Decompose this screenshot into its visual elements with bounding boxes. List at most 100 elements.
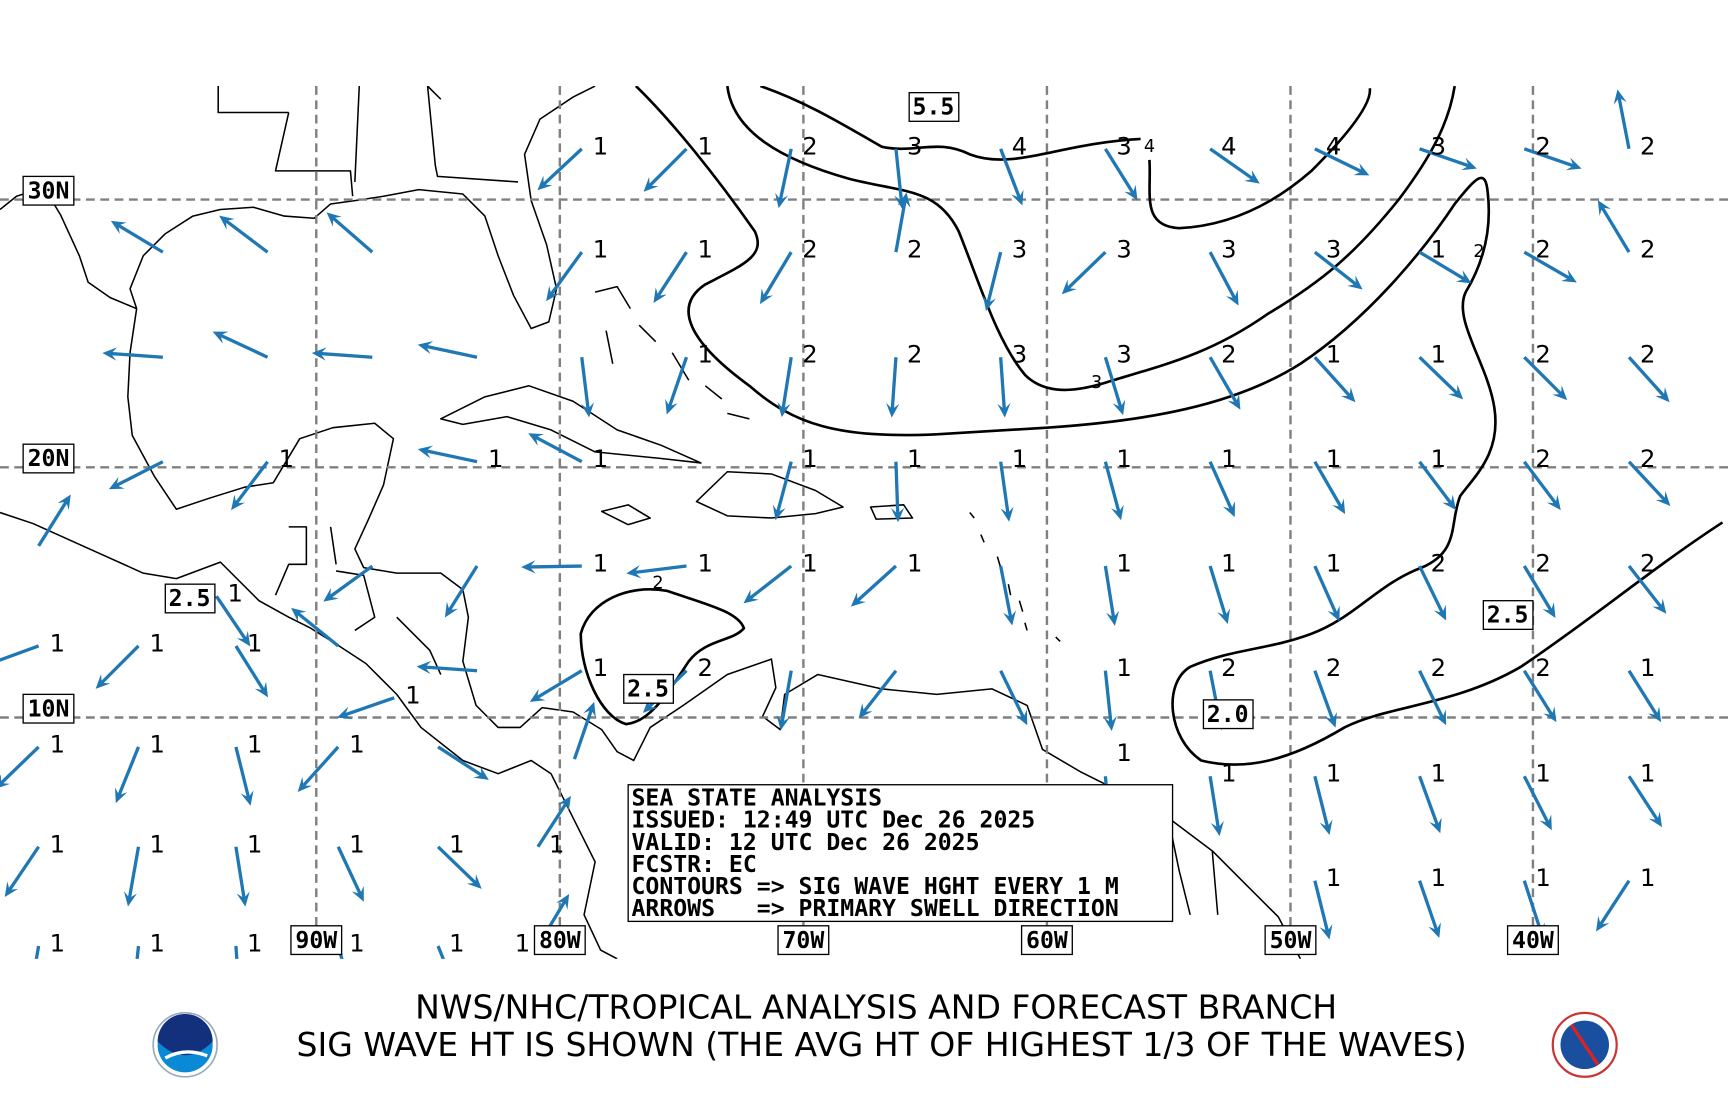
wave-height-label: 1: [50, 628, 65, 657]
swell-arrow: [1208, 356, 1241, 410]
swell-arrow-shaft: [999, 461, 1010, 514]
swell-arrow: [1522, 669, 1557, 723]
swell-arrow: [444, 565, 479, 618]
swell-arrow-head: [1227, 393, 1241, 410]
swell-arrow: [123, 846, 141, 907]
wave-height-label: 2: [1640, 340, 1655, 369]
wave-height-label: 1: [698, 235, 713, 264]
wave-height-label: 1: [1535, 759, 1550, 788]
swell-arrow-shaft: [0, 644, 40, 662]
swell-arrow-head: [1543, 706, 1557, 723]
swell-arrow-head: [123, 891, 137, 907]
wave-height-label: 3: [1221, 235, 1236, 264]
swell-arrow-shaft: [234, 746, 251, 798]
swell-arrow: [1418, 669, 1447, 726]
swell-arrow-head: [643, 176, 659, 192]
swell-arrow: [234, 746, 254, 806]
swell-arrow-head: [1647, 706, 1662, 723]
wave-height-label: 1: [593, 235, 608, 264]
wave-height-label: 1: [1221, 444, 1236, 473]
swell-arrow-shaft: [656, 251, 688, 297]
swell-arrow: [416, 660, 478, 675]
swell-arrow-head: [776, 715, 790, 731]
swell-arrow-shaft: [1418, 880, 1439, 931]
wave-height-label: 1: [1326, 444, 1341, 473]
central-america-borders: [274, 526, 442, 675]
wave-height-label: 4: [1012, 131, 1027, 160]
swell-arrow-shaft: [778, 148, 793, 201]
swell-arrow-shaft: [890, 357, 898, 410]
wave-height-label: 1: [1012, 444, 1027, 473]
swell-arrow: [521, 560, 582, 574]
swell-arrow-head: [772, 504, 786, 521]
swell-arrow-head: [1565, 157, 1582, 171]
swell-arrow-head: [1103, 716, 1117, 731]
swell-arrow-shaft: [542, 147, 583, 186]
swell-arrow: [108, 460, 164, 490]
swell-arrow-shaft: [536, 669, 583, 699]
swell-arrow: [528, 433, 583, 464]
wave-height-label: 2: [1640, 235, 1655, 264]
swell-arrow: [1418, 250, 1472, 284]
footer-title: NWS/NHC/TROPICAL ANALYSIS AND FORECAST B…: [415, 987, 1337, 1026]
wave-height-label: 1: [907, 444, 922, 473]
swell-arrow-head: [336, 706, 353, 720]
swell-arrow-shaft: [1313, 670, 1335, 721]
swell-arrow-head: [473, 766, 489, 780]
swell-arrow-head: [983, 295, 996, 311]
swell-arrow-shaft: [320, 351, 373, 359]
swell-arrow: [643, 147, 688, 192]
swell-arrow: [311, 347, 373, 361]
swell-arrow: [1418, 880, 1441, 939]
swell-arrow: [999, 669, 1028, 726]
swell-arrow-head: [4, 881, 19, 898]
swell-arrow: [212, 331, 269, 359]
swell-arrow: [1523, 356, 1568, 401]
swell-arrow: [323, 564, 374, 602]
wave-height-label: 1: [449, 829, 464, 858]
swell-arrow-shaft: [110, 351, 163, 359]
contour-box-label-2-0: 2.0: [1202, 699, 1254, 730]
latitude-labels: 30N 20N 10N: [22, 175, 75, 724]
wave-height-label: 1: [802, 444, 817, 473]
wave-height-label: 2: [1326, 653, 1341, 682]
swell-arrow: [234, 945, 239, 959]
wave-height-label: 1: [515, 929, 530, 958]
swell-arrow-shaft: [1523, 250, 1571, 280]
footer-subtitle: SIG WAVE HT IS SHOWN (THE AVG HT OF HIGH…: [297, 1025, 1467, 1064]
swell-arrow-head: [1340, 387, 1356, 403]
swell-arrow: [436, 945, 446, 959]
swell-arrow-head: [743, 589, 759, 604]
contour-box-label-2-5-caribbean: 2.5: [623, 673, 675, 704]
swell-arrow: [1209, 147, 1260, 184]
info-forecaster: FCSTR: EC: [631, 852, 756, 878]
wave-height-label: 2: [1431, 653, 1446, 682]
wave-height-label: 1: [1431, 863, 1446, 892]
swell-arrow-shaft: [34, 945, 41, 959]
swell-arrow-head: [556, 894, 570, 910]
swell-arrow-head: [1597, 200, 1611, 216]
swell-arrow-head: [236, 630, 251, 647]
swell-arrow: [326, 212, 374, 254]
swell-arrow: [215, 595, 251, 647]
swell-arrow-head: [1332, 498, 1346, 515]
wave-height-label: 1: [1431, 340, 1446, 369]
lon-label-70w: 70W: [777, 925, 830, 956]
swell-arrow: [1522, 775, 1552, 831]
wave-height-label: 1: [1116, 738, 1131, 767]
swell-arrow: [1627, 565, 1667, 614]
swell-arrow-shaft: [1313, 250, 1357, 286]
swell-arrow-head: [1319, 924, 1333, 940]
swell-arrow: [1522, 460, 1561, 511]
swell-arrow-head: [351, 885, 364, 902]
swell-arrow-head: [1061, 279, 1077, 295]
swell-arrow-head: [1112, 399, 1126, 416]
swell-arrow-shaft: [1314, 147, 1363, 174]
wave-height-label: 1: [247, 929, 262, 958]
wave-height-label: 3: [1431, 131, 1446, 160]
swell-arrow: [1523, 250, 1577, 283]
wave-height-label: 1: [1221, 759, 1236, 788]
info-valid: VALID: 12 UTC Dec 26 2025: [631, 830, 979, 856]
swell-arrow-head: [95, 674, 111, 689]
swell-arrow: [1313, 880, 1333, 940]
